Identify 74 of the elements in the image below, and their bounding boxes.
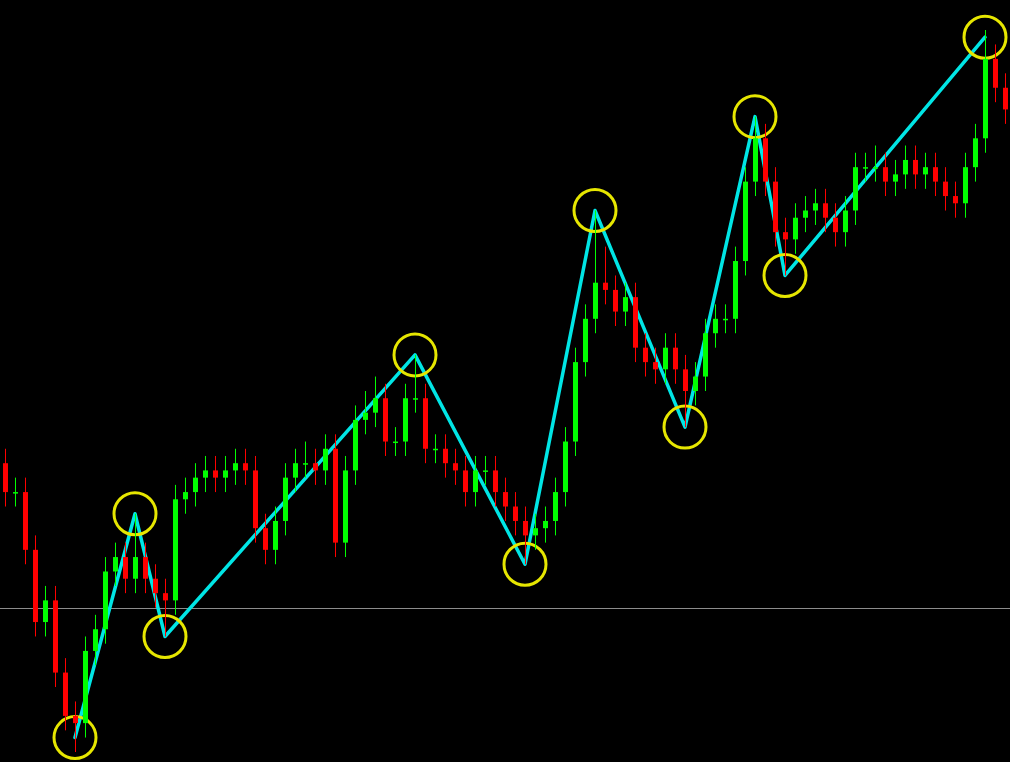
candlestick xyxy=(823,188,828,233)
candlestick xyxy=(643,332,648,378)
candlestick xyxy=(923,152,928,190)
candlestick xyxy=(943,166,948,211)
point xyxy=(392,332,438,378)
candlestick xyxy=(863,152,869,183)
point xyxy=(502,541,548,587)
candlestick xyxy=(293,448,298,493)
candlestick xyxy=(263,513,268,565)
candlestick xyxy=(903,145,908,190)
candlestick xyxy=(13,477,18,508)
candlestick xyxy=(793,202,798,255)
candlestick xyxy=(413,354,418,414)
candlestick xyxy=(463,455,468,508)
candlestick xyxy=(783,217,788,276)
candlestick xyxy=(503,477,508,522)
candlestick xyxy=(833,202,838,248)
candlestick xyxy=(933,152,938,197)
candlestick xyxy=(373,376,378,428)
candlestick xyxy=(893,159,898,197)
candlestick xyxy=(323,433,328,486)
candlestick xyxy=(953,181,958,219)
candlestick xyxy=(803,195,808,233)
candlestick xyxy=(523,506,528,565)
point xyxy=(572,188,618,233)
candlestick xyxy=(213,455,218,493)
candlestick xyxy=(693,361,698,406)
point xyxy=(142,613,188,659)
candlestick xyxy=(183,477,188,515)
candlestick xyxy=(113,542,118,587)
candlestick xyxy=(483,455,488,486)
candlestick xyxy=(193,462,198,508)
candlestick xyxy=(153,563,158,609)
candlestick xyxy=(73,700,78,753)
candlestick xyxy=(133,513,138,594)
candlestick xyxy=(533,513,538,551)
candlestick xyxy=(813,188,818,226)
candlestick xyxy=(842,195,848,248)
point xyxy=(732,94,778,140)
point xyxy=(52,715,98,761)
candlestick xyxy=(223,455,228,493)
candlestick xyxy=(873,145,879,183)
point xyxy=(962,14,1008,60)
point xyxy=(762,252,808,298)
candlestick xyxy=(163,578,168,637)
candlestick xyxy=(883,152,888,197)
candlestick xyxy=(243,448,248,486)
candlestick xyxy=(623,282,628,327)
point xyxy=(662,404,708,450)
candlestick xyxy=(603,246,608,305)
candlestick xyxy=(713,303,718,349)
candlestick xyxy=(543,506,548,544)
candlestick xyxy=(663,332,668,385)
candlestick xyxy=(613,274,618,327)
candlestick xyxy=(143,542,148,594)
candlestick xyxy=(493,455,498,508)
candlestick xyxy=(443,433,448,479)
candlestick xyxy=(43,585,48,637)
candlestick xyxy=(473,455,478,508)
candlestick xyxy=(303,441,308,479)
candlestick xyxy=(913,145,918,190)
candlestick xyxy=(1003,72,1008,125)
candlestick xyxy=(233,448,238,486)
candlestick xyxy=(203,455,208,493)
candlestick xyxy=(363,390,368,435)
candlestick xyxy=(513,491,518,536)
candlestick xyxy=(673,332,678,385)
point xyxy=(112,491,158,537)
candlestick xyxy=(683,354,688,428)
candlestick xyxy=(653,347,658,385)
candlestick xyxy=(93,614,98,666)
candlestick xyxy=(313,448,318,486)
candlestick xyxy=(123,542,128,594)
candlestick xyxy=(453,448,458,486)
